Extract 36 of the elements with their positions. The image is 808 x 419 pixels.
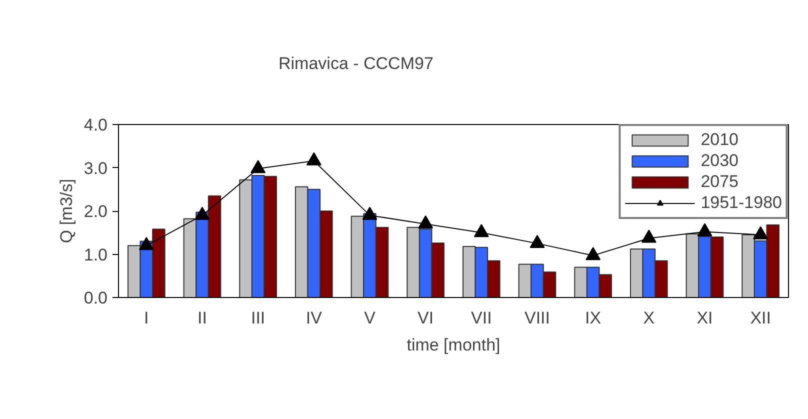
y-tick-label: 3.0 — [84, 158, 108, 178]
point — [586, 246, 601, 260]
x-tick-label: VIII — [524, 308, 550, 328]
legend-label: 2030 — [700, 151, 739, 171]
point — [250, 160, 266, 174]
x-tick-label: XII — [750, 308, 771, 328]
point — [418, 215, 434, 229]
x-tick-label: II — [198, 308, 207, 328]
x-tick-label: VI — [418, 308, 434, 328]
x-tick-label: X — [643, 308, 655, 328]
x-tick-label: XI — [696, 308, 713, 328]
point — [138, 237, 154, 250]
point — [306, 152, 322, 166]
legend-label: 2075 — [700, 172, 739, 192]
y-tick-label: 1.0 — [84, 245, 108, 264]
point — [362, 206, 378, 220]
x-tick-label: VII — [471, 308, 492, 328]
y-tick-label: 0.0 — [84, 288, 108, 308]
point — [530, 234, 545, 248]
legend-label: 1951-1980 — [700, 193, 782, 213]
x-tick-label: V — [364, 308, 376, 328]
x-tick-label: III — [251, 308, 266, 328]
point — [194, 206, 210, 220]
x-axis-title: time [month] — [406, 336, 500, 354]
point — [474, 224, 489, 238]
x-tick-label: IX — [585, 308, 602, 328]
y-tick-label: 4.0 — [84, 116, 108, 134]
legend-label: 2010 — [700, 130, 739, 150]
x-tick-label: I — [144, 308, 149, 328]
chart-title: Rimavica - CCCM97 — [278, 54, 434, 73]
y-axis-title: Q [m3/s] — [56, 178, 76, 244]
point — [753, 226, 768, 240]
point — [697, 223, 712, 236]
x-tick-label: IV — [306, 308, 323, 328]
y-tick-label: 2.0 — [84, 202, 108, 221]
point — [641, 230, 656, 243]
